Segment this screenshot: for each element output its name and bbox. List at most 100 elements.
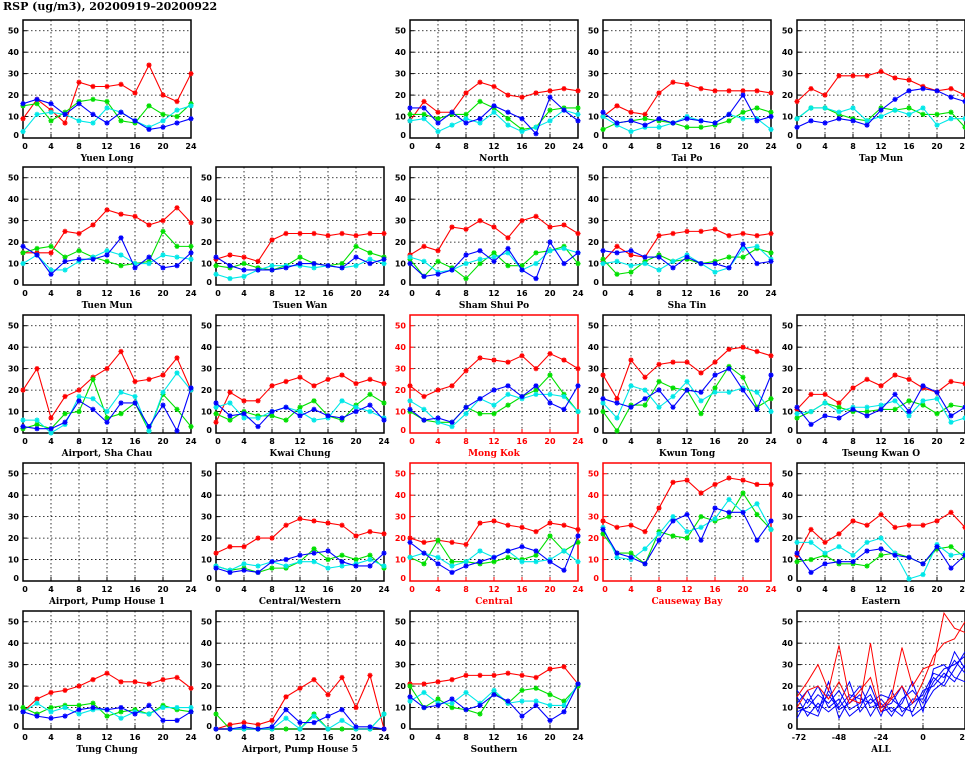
data-point	[561, 245, 567, 252]
data-point	[656, 537, 662, 543]
data-point	[188, 256, 194, 262]
data-point	[547, 717, 553, 724]
tick-label-x: 24	[572, 437, 584, 446]
data-point	[146, 711, 152, 717]
data-point	[311, 550, 317, 556]
data-point	[353, 724, 359, 730]
data-point	[188, 685, 194, 691]
data-point	[477, 520, 483, 526]
tick-label-y: 50	[588, 27, 600, 36]
data-point	[726, 509, 732, 515]
data-point	[768, 372, 774, 378]
data-point	[311, 406, 317, 412]
data-point	[794, 539, 800, 545]
tick-label-y: 50	[8, 618, 20, 627]
tick-label-y: 30	[588, 70, 600, 79]
data-point	[614, 554, 620, 560]
data-point	[836, 400, 842, 406]
data-point	[533, 213, 539, 219]
tick-label-x: 8	[76, 289, 82, 298]
data-point	[740, 374, 746, 380]
tick-label-x: 4	[435, 289, 441, 298]
data-point	[160, 124, 166, 130]
data-point	[62, 267, 68, 273]
data-point	[740, 116, 746, 122]
data-point	[920, 561, 926, 567]
data-point	[948, 419, 954, 425]
tick-label-x: 4	[241, 585, 247, 594]
data-point	[864, 376, 870, 382]
data-point	[670, 258, 676, 264]
data-point	[435, 120, 441, 126]
data-point	[948, 94, 954, 100]
data-point	[642, 546, 648, 552]
data-point	[90, 96, 96, 102]
tick-label-y: 0	[400, 426, 406, 435]
tick-label-x: 12	[681, 437, 692, 446]
tick-label-y: 30	[8, 513, 20, 522]
tick-label-x: 0	[602, 289, 608, 298]
data-point	[20, 387, 26, 393]
data-point	[519, 687, 525, 693]
data-point	[76, 256, 82, 262]
data-point	[367, 256, 373, 262]
data-point	[836, 559, 842, 565]
data-point	[435, 271, 441, 277]
tick-label-x: 12	[488, 585, 499, 594]
data-point	[948, 544, 954, 550]
tick-label-y: 40	[782, 491, 794, 500]
tick-label-x: 12	[488, 289, 499, 298]
tick-label-y: 50	[782, 618, 794, 627]
panel-tung-chung: 0 10 20 30 40 50 0 4 8 12 16 20 24 Tung Chung	[1, 610, 197, 757]
data-point	[740, 109, 746, 115]
tick-label-x: 12	[101, 585, 112, 594]
data-point	[906, 376, 912, 382]
series-cyan	[20, 103, 194, 135]
data-point	[878, 406, 884, 412]
data-point	[892, 372, 898, 378]
data-point	[213, 404, 219, 410]
data-point	[241, 260, 247, 267]
tick-label-y: 20	[395, 91, 407, 100]
data-point	[794, 559, 800, 565]
tick-label-x: 0	[22, 437, 28, 446]
tick-label-y: 10	[8, 408, 20, 417]
panel-yuen-long: 0 10 20 30 40 50 0 4 8 12 16 20 24 Yuen Long	[1, 19, 197, 166]
tick-label-y: 50	[782, 470, 794, 479]
data-point	[712, 226, 718, 232]
tick-label-y: 0	[206, 574, 212, 583]
data-point	[934, 389, 940, 395]
tick-label-x: 24	[572, 733, 584, 742]
tick-label-y: 10	[8, 260, 20, 269]
data-point	[435, 537, 441, 543]
data-point	[547, 239, 553, 245]
series-blue	[407, 533, 581, 576]
tick-label-y: 10	[201, 260, 213, 269]
data-point	[519, 353, 525, 359]
data-point	[76, 711, 82, 717]
data-point	[794, 124, 800, 130]
data-point	[878, 402, 884, 408]
data-point	[684, 477, 690, 483]
tick-label-y: 40	[8, 491, 20, 500]
data-point	[463, 404, 469, 410]
data-point	[62, 419, 68, 425]
data-point	[698, 490, 704, 496]
data-point	[174, 243, 180, 249]
data-point	[353, 533, 359, 539]
data-point	[906, 105, 912, 111]
series-red	[20, 205, 194, 256]
data-point	[367, 552, 373, 558]
data-point	[34, 700, 40, 706]
data-point	[906, 111, 912, 117]
plot-area: 0 10 20 30 40 50 0 4 8 12 16 20 24	[588, 19, 777, 151]
data-point	[656, 254, 662, 260]
tick-label-y: 0	[787, 574, 793, 583]
data-point	[642, 374, 648, 380]
data-point	[283, 707, 289, 713]
data-point	[491, 387, 497, 393]
tick-label-x: 20	[350, 289, 362, 298]
tick-label-y: 40	[8, 195, 20, 204]
data-point	[642, 387, 648, 393]
plot-area: 0 10 20 30 40 50 -72 -48 -24 0 24	[782, 610, 965, 742]
